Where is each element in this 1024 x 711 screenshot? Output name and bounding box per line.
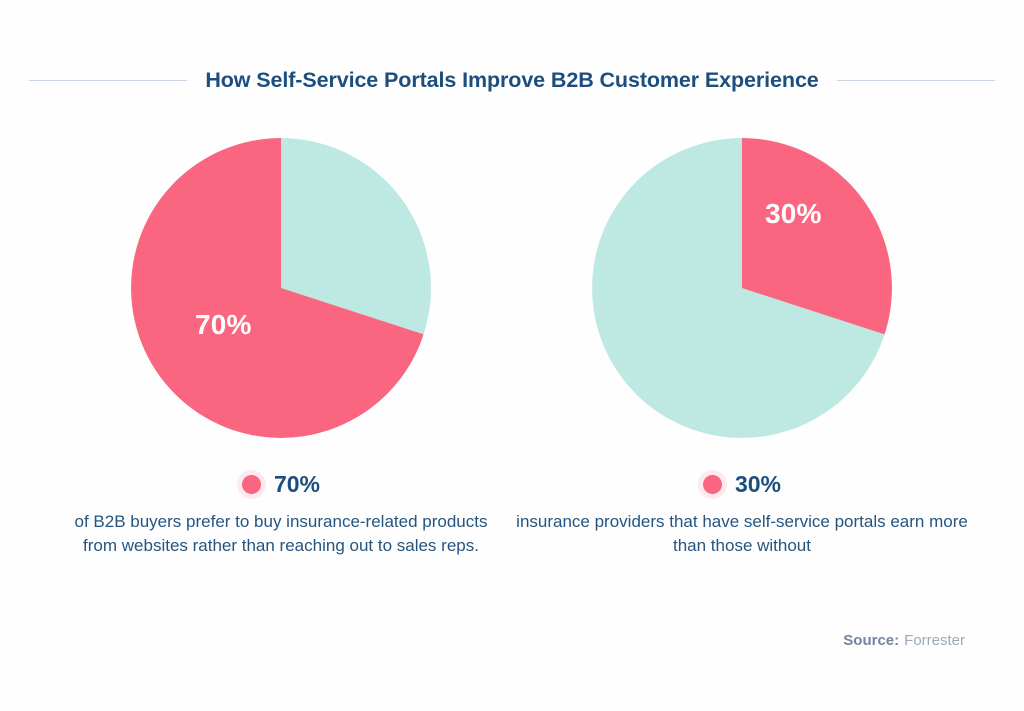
caption-right: insurance providers that have self-servi…	[516, 512, 968, 556]
pie-chart-left-svg	[131, 138, 431, 438]
legend-dot-icon	[702, 475, 722, 494]
pie-chart-left: 70%	[131, 138, 431, 438]
legend-right: 30%	[512, 473, 972, 496]
source-label: Source:	[843, 632, 900, 649]
legend-value-left: 70%	[273, 471, 321, 497]
legend-value-right: 30%	[734, 471, 782, 497]
source-name: Forrester	[904, 632, 965, 649]
pie-data-label-left: 70%	[195, 309, 252, 340]
pie-chart-right-svg	[592, 138, 892, 438]
caption-left: of B2B buyers prefer to buy insurance-re…	[74, 512, 488, 556]
pie-slice-pink	[742, 138, 892, 335]
title-row: How Self-Service Portals Improve B2B Cus…	[0, 64, 1024, 96]
panel-right: 30% 30% insurance providers that have se…	[512, 138, 972, 558]
legend-dot-icon	[241, 475, 261, 494]
source-attribution: Source: Forrester	[843, 632, 965, 649]
legend-left: 70%	[51, 473, 511, 496]
pie-slice-pink	[131, 138, 424, 438]
title-rule-right	[836, 79, 995, 81]
pie-chart-right: 30%	[592, 138, 892, 438]
title-rule-left	[29, 79, 188, 81]
page-title: How Self-Service Portals Improve B2B Cus…	[205, 67, 819, 92]
panel-left: 70% 70% of B2B buyers prefer to buy insu…	[51, 138, 511, 558]
pie-data-label-right: 30%	[765, 198, 822, 229]
